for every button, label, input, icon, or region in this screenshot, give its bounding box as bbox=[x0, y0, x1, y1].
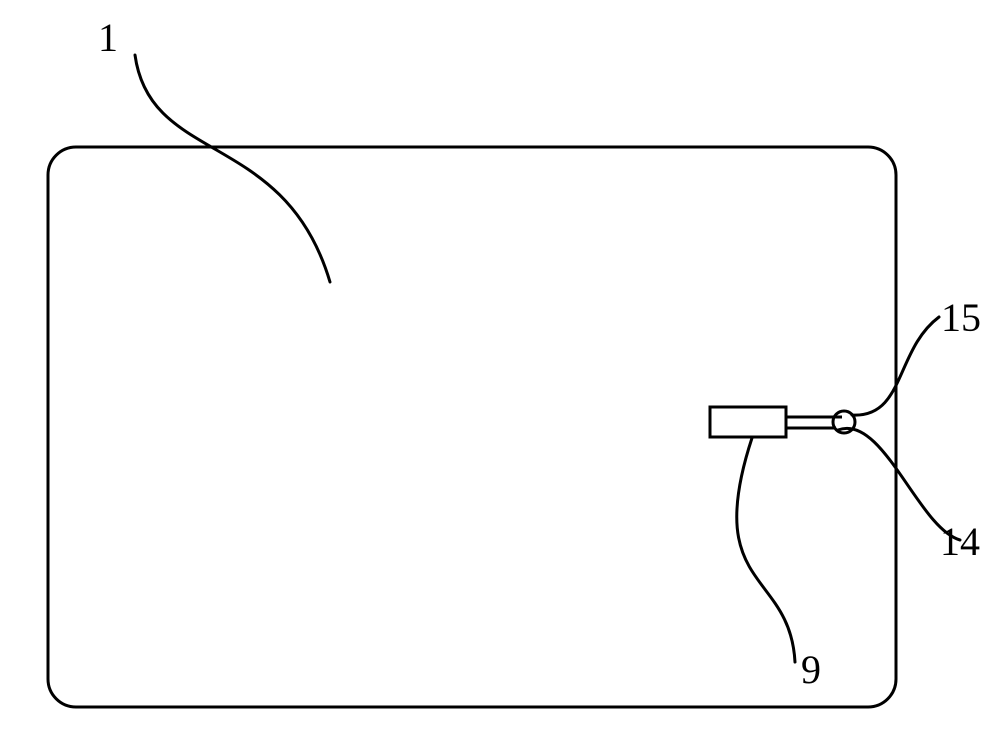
leader-1 bbox=[135, 55, 330, 282]
diagram-svg bbox=[0, 0, 1000, 734]
panel-rect bbox=[48, 147, 896, 707]
leader-9 bbox=[737, 438, 795, 662]
label-15: 15 bbox=[941, 298, 981, 338]
label-9: 9 bbox=[801, 650, 821, 690]
connector-block bbox=[710, 407, 786, 437]
label-14: 14 bbox=[940, 522, 980, 562]
label-1: 1 bbox=[98, 18, 118, 58]
diagram-root: 1 15 14 9 bbox=[0, 0, 1000, 734]
